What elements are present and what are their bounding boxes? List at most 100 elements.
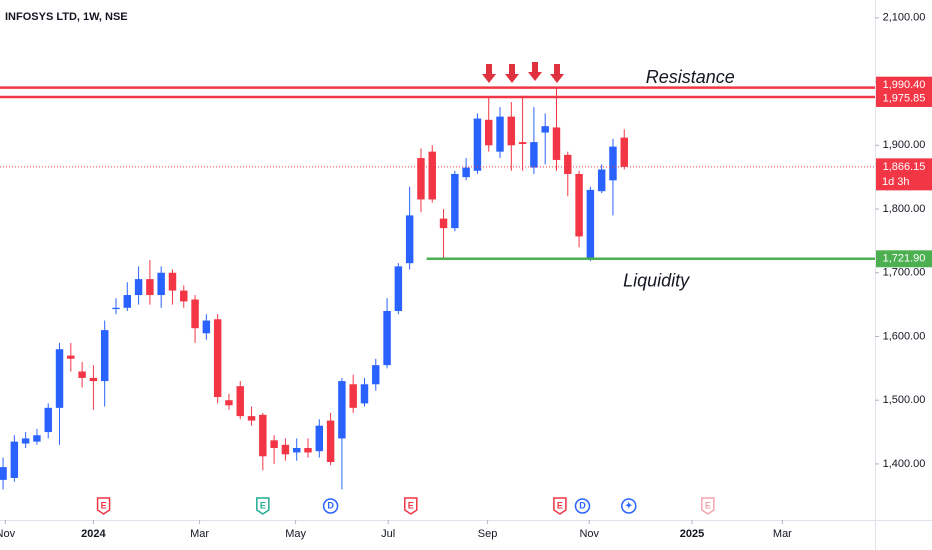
candle-body <box>541 126 549 133</box>
resistance-arrows <box>482 62 564 83</box>
y-tick-label: 1,500.00 <box>883 394 926 406</box>
event-label: ✦ <box>625 500 633 510</box>
candle-body <box>236 386 244 417</box>
level-label: 1,975.85 <box>883 92 926 104</box>
event-label: D <box>579 500 586 510</box>
candle-body <box>372 365 380 385</box>
event-label: E <box>557 500 563 510</box>
event-label: E <box>408 500 414 510</box>
candle-body <box>304 447 312 453</box>
candle-body <box>360 384 369 404</box>
candle-body <box>439 218 448 229</box>
candle-body <box>168 272 177 291</box>
event-label: E <box>101 500 107 510</box>
candle-body <box>112 307 120 310</box>
x-tick-label: Sep <box>478 528 498 540</box>
level-tag <box>876 250 932 268</box>
event-badge <box>404 497 418 515</box>
candle-body <box>597 169 606 192</box>
candle-body <box>609 146 617 181</box>
level-tag <box>876 76 932 94</box>
event-badge <box>322 498 339 514</box>
candle-body <box>33 435 41 442</box>
x-tick-label: Mar <box>773 528 792 540</box>
candle-body <box>405 215 414 264</box>
annotation: Liquidity <box>623 270 690 290</box>
candle-body <box>134 279 143 296</box>
candle-body <box>44 407 52 433</box>
arrow <box>505 64 519 83</box>
candle-body <box>281 444 290 455</box>
axes: 1,400.00 1,500.00 1,600.00 1,700.00 1,800.00… <box>0 12 932 540</box>
candle-body <box>100 330 109 382</box>
candle-body <box>564 154 572 174</box>
y-tick-label: 1,400.00 <box>883 458 926 470</box>
candle-body <box>225 400 233 406</box>
candle-body <box>213 319 222 398</box>
y-tick-label: 1,800.00 <box>883 203 926 215</box>
annotation: Resistance <box>646 67 735 87</box>
level-tag <box>876 158 932 191</box>
candle-body <box>586 189 595 259</box>
candle-body <box>55 349 64 408</box>
candle-body <box>315 425 324 452</box>
y-tick-label: 1,900.00 <box>883 139 926 151</box>
candle-body <box>552 127 561 160</box>
candle-body <box>67 355 75 359</box>
event-badge <box>621 498 637 514</box>
event-label: E <box>705 500 711 510</box>
candle-body <box>530 142 538 168</box>
event-badge <box>96 497 111 515</box>
x-tick-label: Jul <box>381 528 395 540</box>
candle-body <box>191 299 199 329</box>
candle-body <box>338 381 346 439</box>
candle-body <box>451 173 459 229</box>
candle-body <box>394 266 403 311</box>
event-badge <box>701 497 715 515</box>
event-badge <box>553 497 567 515</box>
candle-body <box>518 142 527 145</box>
candle-body <box>10 441 19 478</box>
candle-body <box>78 371 86 378</box>
event-badge <box>574 498 591 514</box>
candle-body <box>349 384 357 408</box>
x-tick-label: 2024 <box>81 528 106 540</box>
plot-area: Resistance Liquidity E E D E E D ✦ E <box>0 67 875 515</box>
candle-body <box>462 167 470 178</box>
candle-body <box>123 295 132 308</box>
candle-body <box>575 173 583 237</box>
countdown: 1d 3h <box>882 176 910 188</box>
candle-body <box>0 467 7 480</box>
x-tick-label: Nov <box>579 528 599 540</box>
chart-title: INFOSYS LTD, 1W, NSE <box>5 11 128 23</box>
candle-body <box>146 279 154 296</box>
level-label: 1,990.40 <box>883 79 926 91</box>
candle-body <box>89 377 98 382</box>
arrow <box>482 64 496 83</box>
candle-body <box>383 310 391 366</box>
event-badge <box>256 497 270 515</box>
candle-body <box>180 290 188 302</box>
event-label: D <box>327 500 334 510</box>
event-label: E <box>260 500 266 510</box>
arrow <box>550 64 564 83</box>
candle-body <box>259 414 267 457</box>
candle-body <box>157 272 165 296</box>
level-label: 1,866.15 <box>883 161 926 173</box>
x-tick-label: 2025 <box>680 528 704 540</box>
candle-body <box>247 416 256 421</box>
y-tick-label: 1,700.00 <box>883 267 926 279</box>
candle-body <box>326 420 335 463</box>
x-tick-label: Mar <box>190 528 209 540</box>
x-tick-label: May <box>285 528 306 540</box>
candle-body <box>202 320 211 334</box>
arrow <box>528 62 542 81</box>
candle-body <box>417 158 425 200</box>
candle-body <box>270 440 278 448</box>
level-tag <box>876 89 932 107</box>
candle-body <box>21 438 30 444</box>
x-tick-label: Nov <box>0 528 16 540</box>
candle-body <box>428 151 436 200</box>
